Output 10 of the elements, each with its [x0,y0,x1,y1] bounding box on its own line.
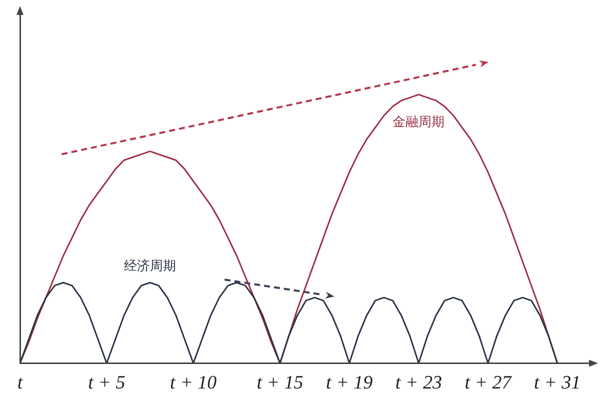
series-label: 金融周期 [392,114,445,130]
x-tick-label: t [17,372,24,394]
x-tick-label: t + 31 [534,372,581,394]
x-tick-label: t + 10 [170,372,218,394]
x-tick-label: t + 27 [464,372,513,394]
x-tick-label: t + 15 [256,372,304,394]
x-tick-label: t + 5 [88,372,126,394]
x-tick-label: t + 23 [395,372,442,394]
series-label: 经济周期 [124,258,176,274]
x-tick-label: t + 19 [326,372,374,394]
